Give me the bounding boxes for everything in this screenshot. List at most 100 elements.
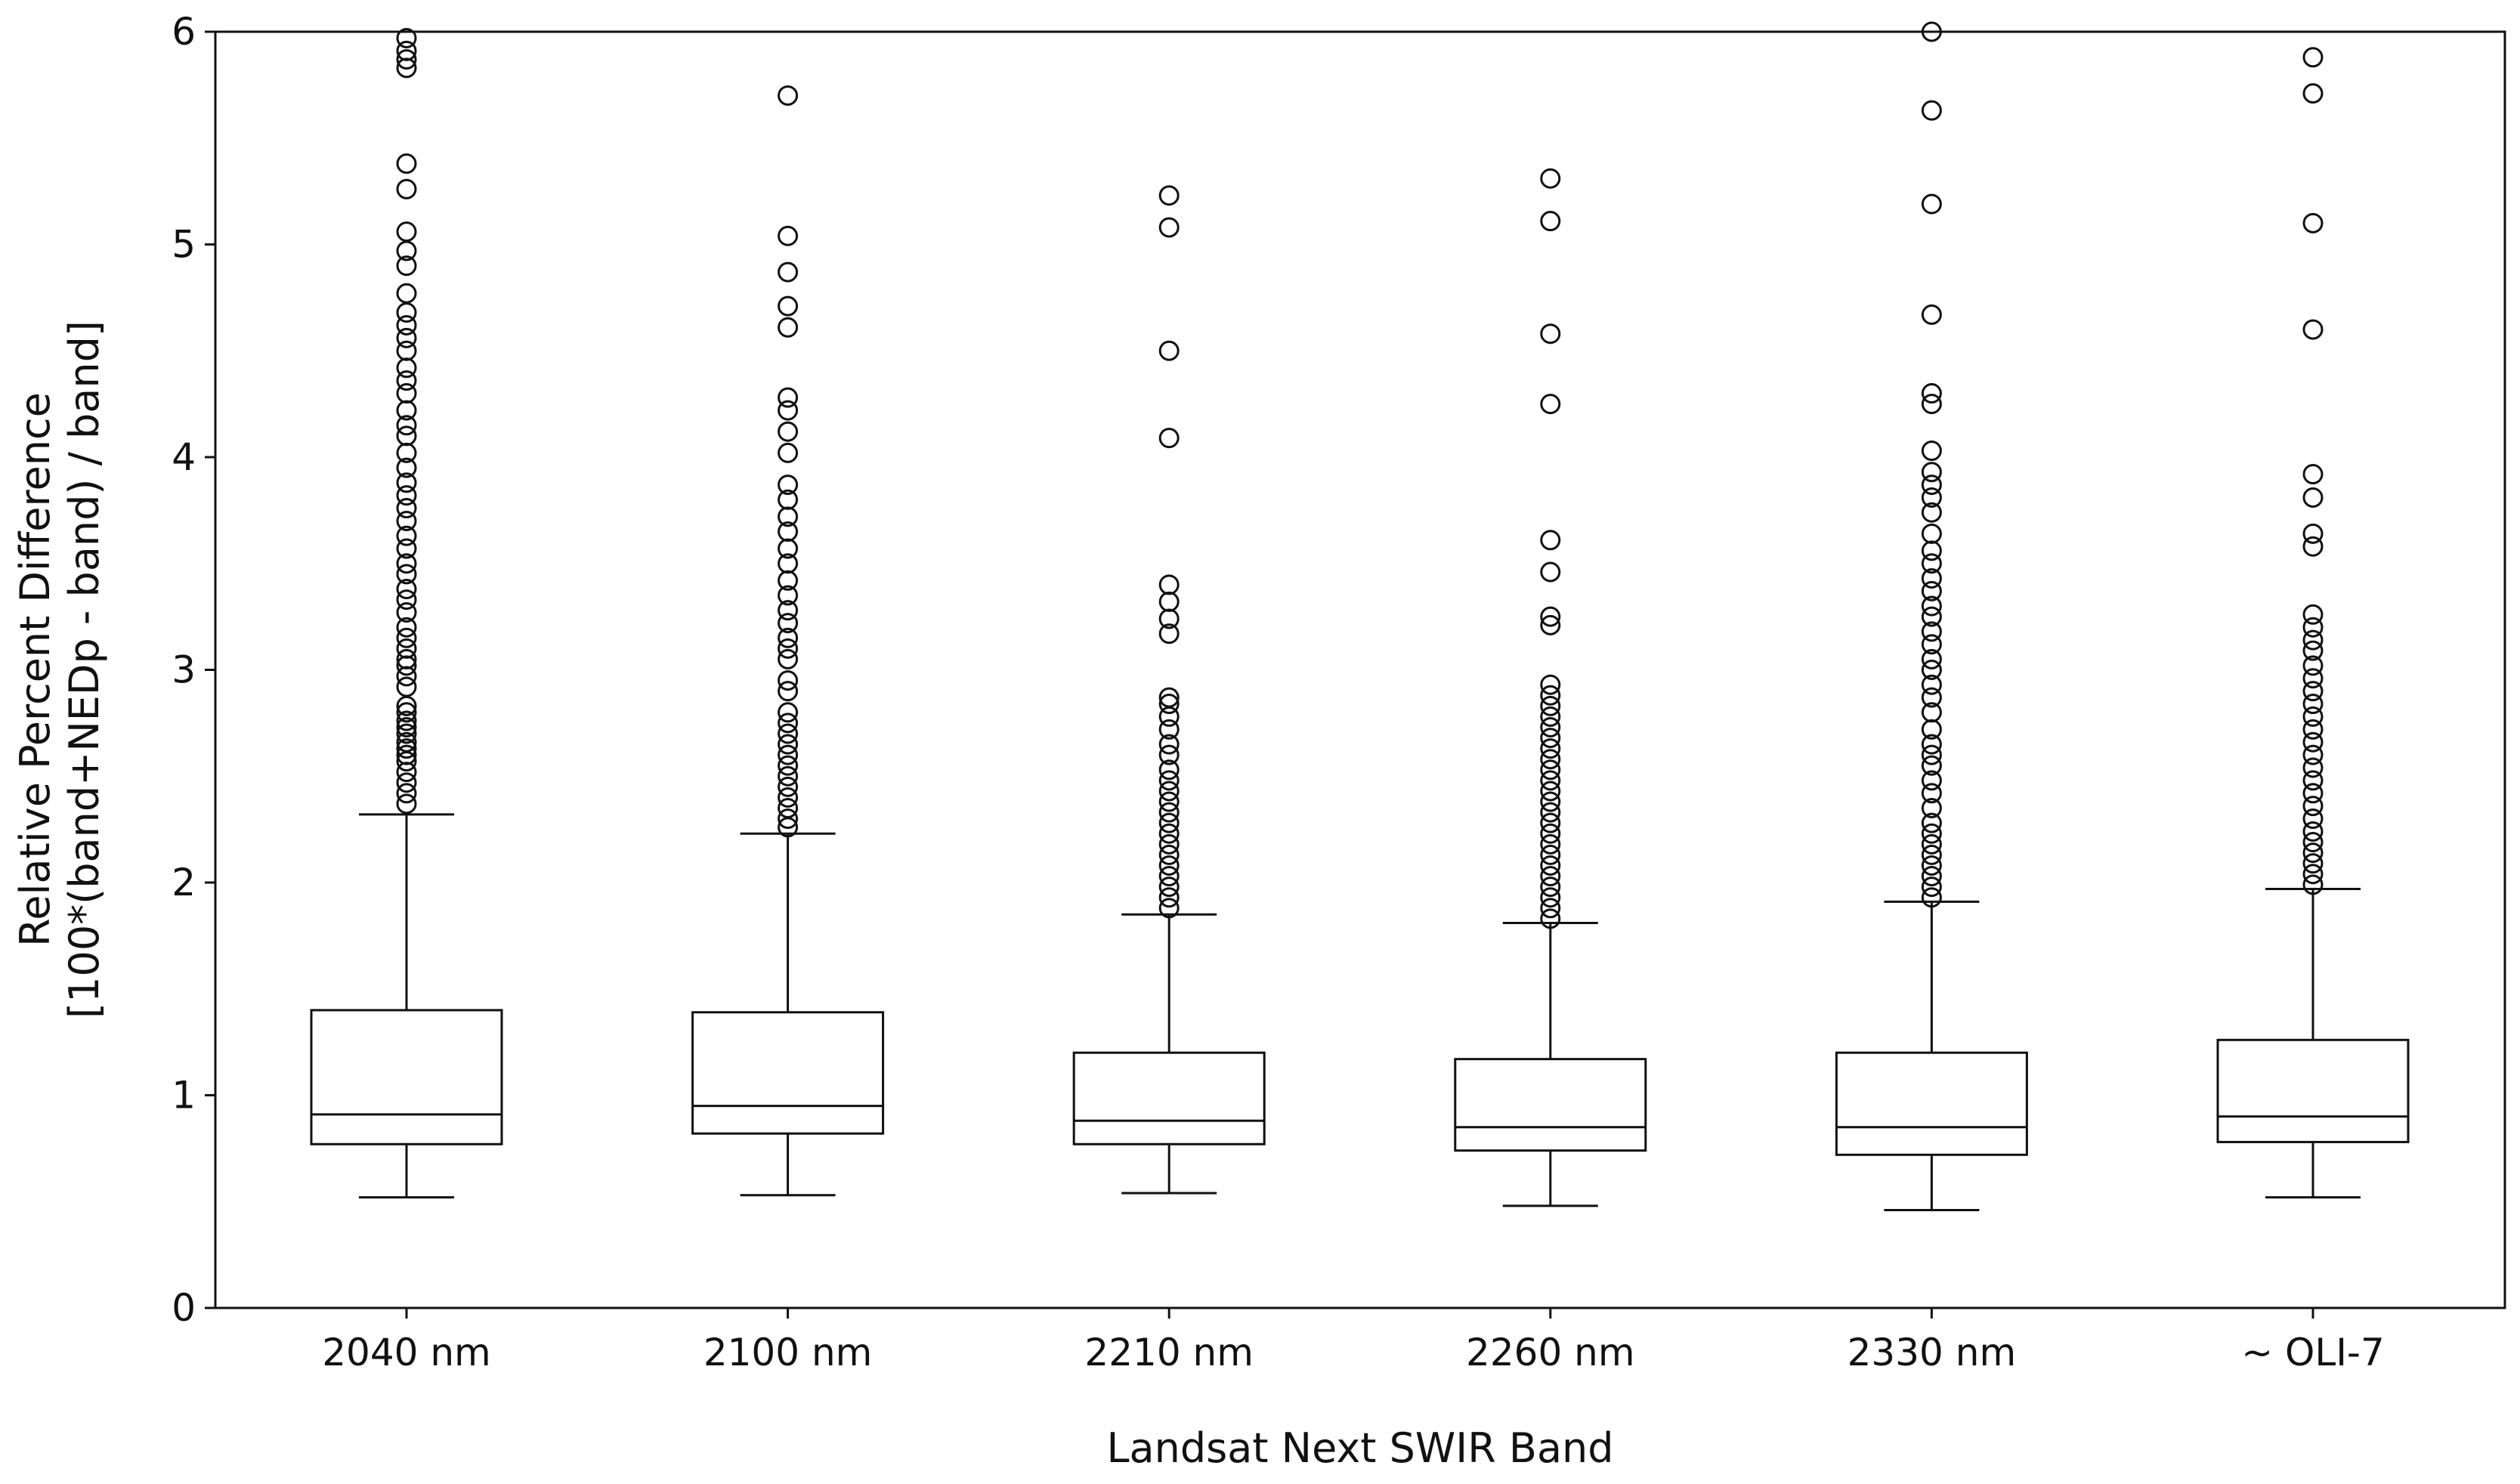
outlier-point	[1921, 770, 1942, 791]
outlier-point	[778, 225, 799, 246]
outlier-point	[1158, 887, 1180, 908]
outlier-point	[2302, 655, 2324, 676]
outlier-point	[396, 744, 417, 765]
outlier-point	[396, 793, 417, 815]
outlier-point	[1921, 462, 1942, 483]
outlier-point	[1540, 674, 1561, 695]
outlier-point	[1540, 168, 1561, 189]
outlier-point	[396, 314, 417, 335]
outlier-point	[778, 638, 799, 659]
outlier-point	[2302, 47, 2324, 68]
outlier-point	[1540, 614, 1561, 635]
x-axis: 2040 nm 2100 nm 2210 nm 2260 nm 2330 nm ~ OLI…	[322, 1308, 2385, 1374]
y-tick-label: 4	[172, 435, 196, 479]
outlier-point	[1921, 687, 1942, 708]
outlier-point	[1921, 606, 1942, 627]
outlier-point	[778, 755, 799, 776]
outlier-point	[778, 400, 799, 421]
outlier-point	[1921, 21, 1942, 42]
outlier-point	[778, 489, 799, 510]
x-tick-label: ~ OLI-7	[2241, 1331, 2385, 1374]
outlier-point	[396, 564, 417, 585]
outlier-point	[778, 421, 799, 442]
outlier-point	[1921, 580, 1942, 601]
outlier-point	[1540, 738, 1561, 759]
iqr-box	[1835, 1051, 2028, 1156]
outlier-point	[1158, 866, 1180, 887]
outlier-point	[396, 415, 417, 436]
outlier-point	[2302, 706, 2324, 727]
outlier-point	[1540, 728, 1561, 749]
box-1	[310, 27, 503, 1199]
outlier-point	[2302, 757, 2324, 778]
outlier-point	[1921, 383, 1942, 404]
box-series	[310, 21, 2410, 1212]
box-5	[1835, 21, 2028, 1212]
outlier-point	[1158, 428, 1180, 449]
outlier-point	[1921, 812, 1942, 833]
outlier-point	[1540, 561, 1561, 583]
outlier-point	[778, 85, 799, 106]
outlier-point	[1921, 702, 1942, 723]
outlier-point	[396, 283, 417, 304]
iqr-box	[1454, 1058, 1647, 1152]
outlier-point	[1921, 475, 1942, 496]
outlier-point	[1921, 887, 1942, 908]
outlier-point	[1921, 595, 1942, 617]
outlier-point	[2302, 842, 2324, 864]
outlier-point	[2302, 212, 2324, 233]
outlier-point	[396, 302, 417, 323]
outlier-point	[1540, 749, 1561, 770]
outlier-point	[2302, 808, 2324, 830]
outlier-point	[1158, 623, 1180, 645]
outlier-point	[778, 627, 799, 648]
outlier-point	[2302, 487, 2324, 508]
outlier-point	[1540, 781, 1561, 802]
outlier-point	[1158, 719, 1180, 740]
outlier-point	[1921, 394, 1942, 415]
y-axis: 0 1 2 3 4 5 6	[172, 10, 215, 1330]
outlier-point	[2302, 536, 2324, 557]
outlier-point	[1158, 734, 1180, 755]
outlier-point	[1540, 866, 1561, 887]
outlier-point	[1921, 553, 1942, 574]
outlier-point	[396, 723, 417, 744]
outlier-point	[1540, 844, 1561, 865]
outlier-point	[778, 387, 799, 408]
outlier-point	[396, 627, 417, 648]
outlier-point	[1540, 211, 1561, 232]
outlier-point	[778, 734, 799, 755]
outlier-point	[2302, 83, 2324, 104]
outlier-point	[1921, 797, 1942, 818]
outlier-point	[2302, 464, 2324, 485]
outlier-point	[1540, 823, 1561, 844]
outlier-point	[2302, 719, 2324, 740]
outlier-point	[396, 49, 417, 70]
x-tick-label: 2040 nm	[322, 1331, 491, 1374]
outlier-point	[1921, 634, 1942, 655]
outlier-point	[396, 327, 417, 348]
outlier-point	[1158, 876, 1180, 898]
outlier-point	[1921, 855, 1942, 876]
outlier-point	[778, 261, 799, 283]
outlier-point	[778, 713, 799, 734]
y-tick-label: 6	[172, 10, 196, 54]
outlier-point	[778, 317, 799, 338]
y-axis-label-line-2: [100*(band+NEDp - band) / band]	[60, 320, 108, 1019]
outlier-point	[1158, 694, 1180, 715]
box-6	[2216, 47, 2410, 1199]
outlier-point	[396, 498, 417, 519]
outlier-point	[1540, 770, 1561, 791]
outlier-point	[2302, 744, 2324, 765]
iqr-box	[1072, 1051, 1266, 1145]
outlier-point	[1921, 648, 1942, 669]
outlier-point	[396, 472, 417, 493]
outlier-point	[1158, 823, 1180, 844]
outlier-point	[2302, 770, 2324, 791]
outlier-point	[1540, 606, 1561, 627]
outlier-point	[778, 553, 799, 574]
outlier-point	[1921, 621, 1942, 642]
outlier-point	[778, 600, 799, 621]
outlier-point	[2302, 604, 2324, 625]
